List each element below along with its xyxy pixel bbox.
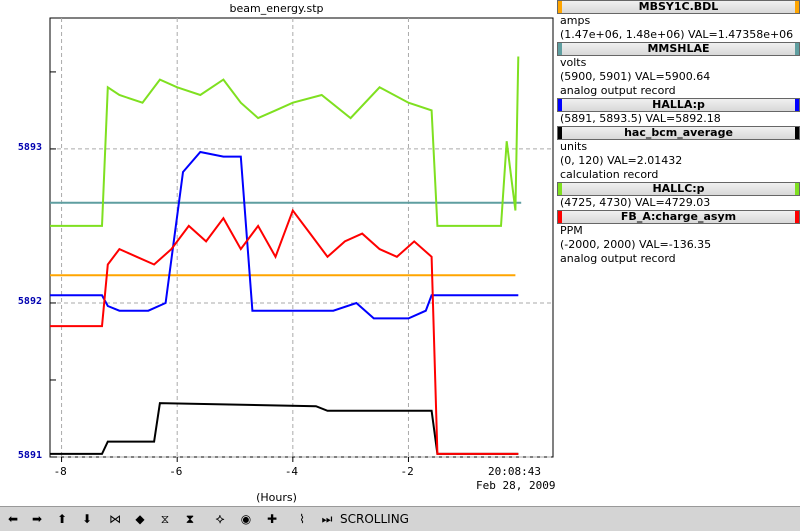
plot-mode-icon: ⌇ bbox=[299, 512, 305, 526]
legend-color-swatch bbox=[558, 43, 562, 55]
legend-detail: (5900, 5901) VAL=5900.64 bbox=[560, 70, 711, 83]
zoom-in-y-button[interactable]: ⧖ bbox=[156, 510, 174, 528]
legend-label: HALLA:p bbox=[652, 98, 705, 111]
legend-detail: amps bbox=[560, 14, 591, 27]
date-label: Feb 28, 2009 bbox=[476, 479, 556, 492]
x-tick-label: -2 bbox=[400, 465, 414, 478]
reset-button[interactable]: ◉ bbox=[237, 510, 255, 528]
legend-color-swatch bbox=[558, 183, 562, 195]
legend-entry[interactable]: HALLA:p bbox=[557, 98, 800, 112]
legend-panel: MBSY1C.BDL amps (1.47e+06, 1.48e+06) VAL=1… bbox=[557, 0, 800, 266]
scroll-down-button[interactable]: ⬇ bbox=[78, 510, 96, 528]
legend-detail: PPM bbox=[560, 224, 583, 237]
legend-label: MBSY1C.BDL bbox=[638, 0, 719, 13]
series-line-hac-bcm-average bbox=[50, 402, 519, 455]
legend-label: HALLC:p bbox=[652, 182, 705, 195]
legend-color-swatch bbox=[795, 183, 799, 195]
legend-color-swatch bbox=[558, 211, 562, 223]
legend-color-swatch bbox=[558, 1, 562, 13]
legend-color-swatch bbox=[558, 127, 562, 139]
reset-icon: ◉ bbox=[240, 512, 252, 526]
legend-detail: volts bbox=[560, 56, 587, 69]
legend-detail: units bbox=[560, 140, 588, 153]
legend-detail: analog output record bbox=[560, 84, 676, 97]
y-tick-label: 5893 bbox=[17, 141, 42, 153]
legend-color-swatch bbox=[795, 211, 799, 223]
legend-entry[interactable]: MMSHLAE bbox=[557, 42, 800, 56]
scroll-up-button[interactable]: ⬆ bbox=[53, 510, 71, 528]
series-line-halla-p bbox=[50, 150, 519, 320]
legend-label: hac_bcm_average bbox=[624, 126, 733, 139]
x-tick-label: -4 bbox=[284, 465, 299, 478]
x-axis-label: (Hours) bbox=[256, 491, 297, 504]
time-label: 20:08:43 bbox=[488, 465, 541, 478]
legend-label: FB_A:charge_asym bbox=[620, 210, 737, 223]
arrow-up-icon: ⬆ bbox=[56, 512, 68, 526]
zoom-out-x-icon: ◆ bbox=[135, 512, 145, 526]
scroll-left-button[interactable]: ⬅ bbox=[4, 510, 22, 528]
legend-entry[interactable]: FB_A:charge_asym bbox=[557, 210, 800, 224]
plus-icon: ✚ bbox=[266, 512, 278, 526]
toolbar: SCROLLING ⬅ ➡ ⬆ ⬇ ⋈ ◆ ⧖ ⧗ ⯎ ◉ ✚ ⌇ ⏭ bbox=[0, 506, 800, 531]
legend-detail: (5891, 5893.5) VAL=5892.18 bbox=[560, 112, 721, 125]
zoom-in-y-icon: ⧖ bbox=[160, 511, 170, 526]
zoom-out-y-button[interactable]: ⧗ bbox=[181, 510, 199, 528]
legend-color-swatch bbox=[795, 99, 799, 111]
plot-frame bbox=[49, 17, 554, 458]
legend-color-swatch bbox=[795, 127, 799, 139]
plot-mode-button[interactable]: ⌇ bbox=[293, 510, 311, 528]
series-line-hallc-p bbox=[50, 56, 520, 227]
y-tick-label: 5892 bbox=[17, 295, 42, 307]
legend-entry[interactable]: MBSY1C.BDL bbox=[557, 0, 800, 14]
legend-color-swatch bbox=[558, 99, 562, 111]
arrow-left-icon: ⬅ bbox=[7, 512, 19, 526]
legend-label: MMSHLAE bbox=[647, 42, 710, 55]
scroll-right-button[interactable]: ➡ bbox=[28, 510, 46, 528]
legend-detail: calculation record bbox=[560, 168, 659, 181]
add-button[interactable]: ✚ bbox=[263, 510, 281, 528]
legend-entry[interactable]: hac_bcm_average bbox=[557, 126, 800, 140]
autoscale-icon: ⯎ bbox=[215, 511, 225, 526]
y-tick-label: 5891 bbox=[17, 450, 42, 461]
chart-title: beam_energy.stp bbox=[229, 2, 324, 15]
legend-color-swatch bbox=[795, 1, 799, 13]
series-line-fb-a-charge-asym bbox=[50, 208, 519, 455]
zoom-in-x-icon: ⋈ bbox=[109, 512, 121, 526]
scroll-status: SCROLLING bbox=[340, 512, 409, 526]
zoom-out-y-icon: ⧗ bbox=[185, 511, 195, 526]
legend-detail: (1.47e+06, 1.48e+06) VAL=1.47358e+06 bbox=[560, 28, 794, 41]
x-tick-label: -6 bbox=[169, 465, 183, 478]
legend-color-swatch bbox=[795, 43, 799, 55]
arrow-right-icon: ➡ bbox=[31, 512, 43, 526]
x-tick-label: -8 bbox=[53, 465, 67, 478]
jump-latest-icon: ⏭ bbox=[321, 511, 333, 526]
jump-latest-button[interactable]: ⏭ bbox=[318, 510, 336, 528]
legend-detail: (0, 120) VAL=2.01432 bbox=[560, 154, 683, 167]
arrow-down-icon: ⬇ bbox=[81, 512, 93, 526]
plot-area[interactable] bbox=[0, 0, 556, 505]
legend-entry[interactable]: HALLC:p bbox=[557, 182, 800, 196]
zoom-in-x-button[interactable]: ⋈ bbox=[106, 510, 124, 528]
autoscale-button[interactable]: ⯎ bbox=[211, 510, 229, 528]
legend-detail: (4725, 4730) VAL=4729.03 bbox=[560, 196, 711, 209]
zoom-out-x-button[interactable]: ◆ bbox=[131, 510, 149, 528]
legend-detail: analog output record bbox=[560, 252, 676, 265]
legend-detail: (-2000, 2000) VAL=-136.35 bbox=[560, 238, 712, 251]
